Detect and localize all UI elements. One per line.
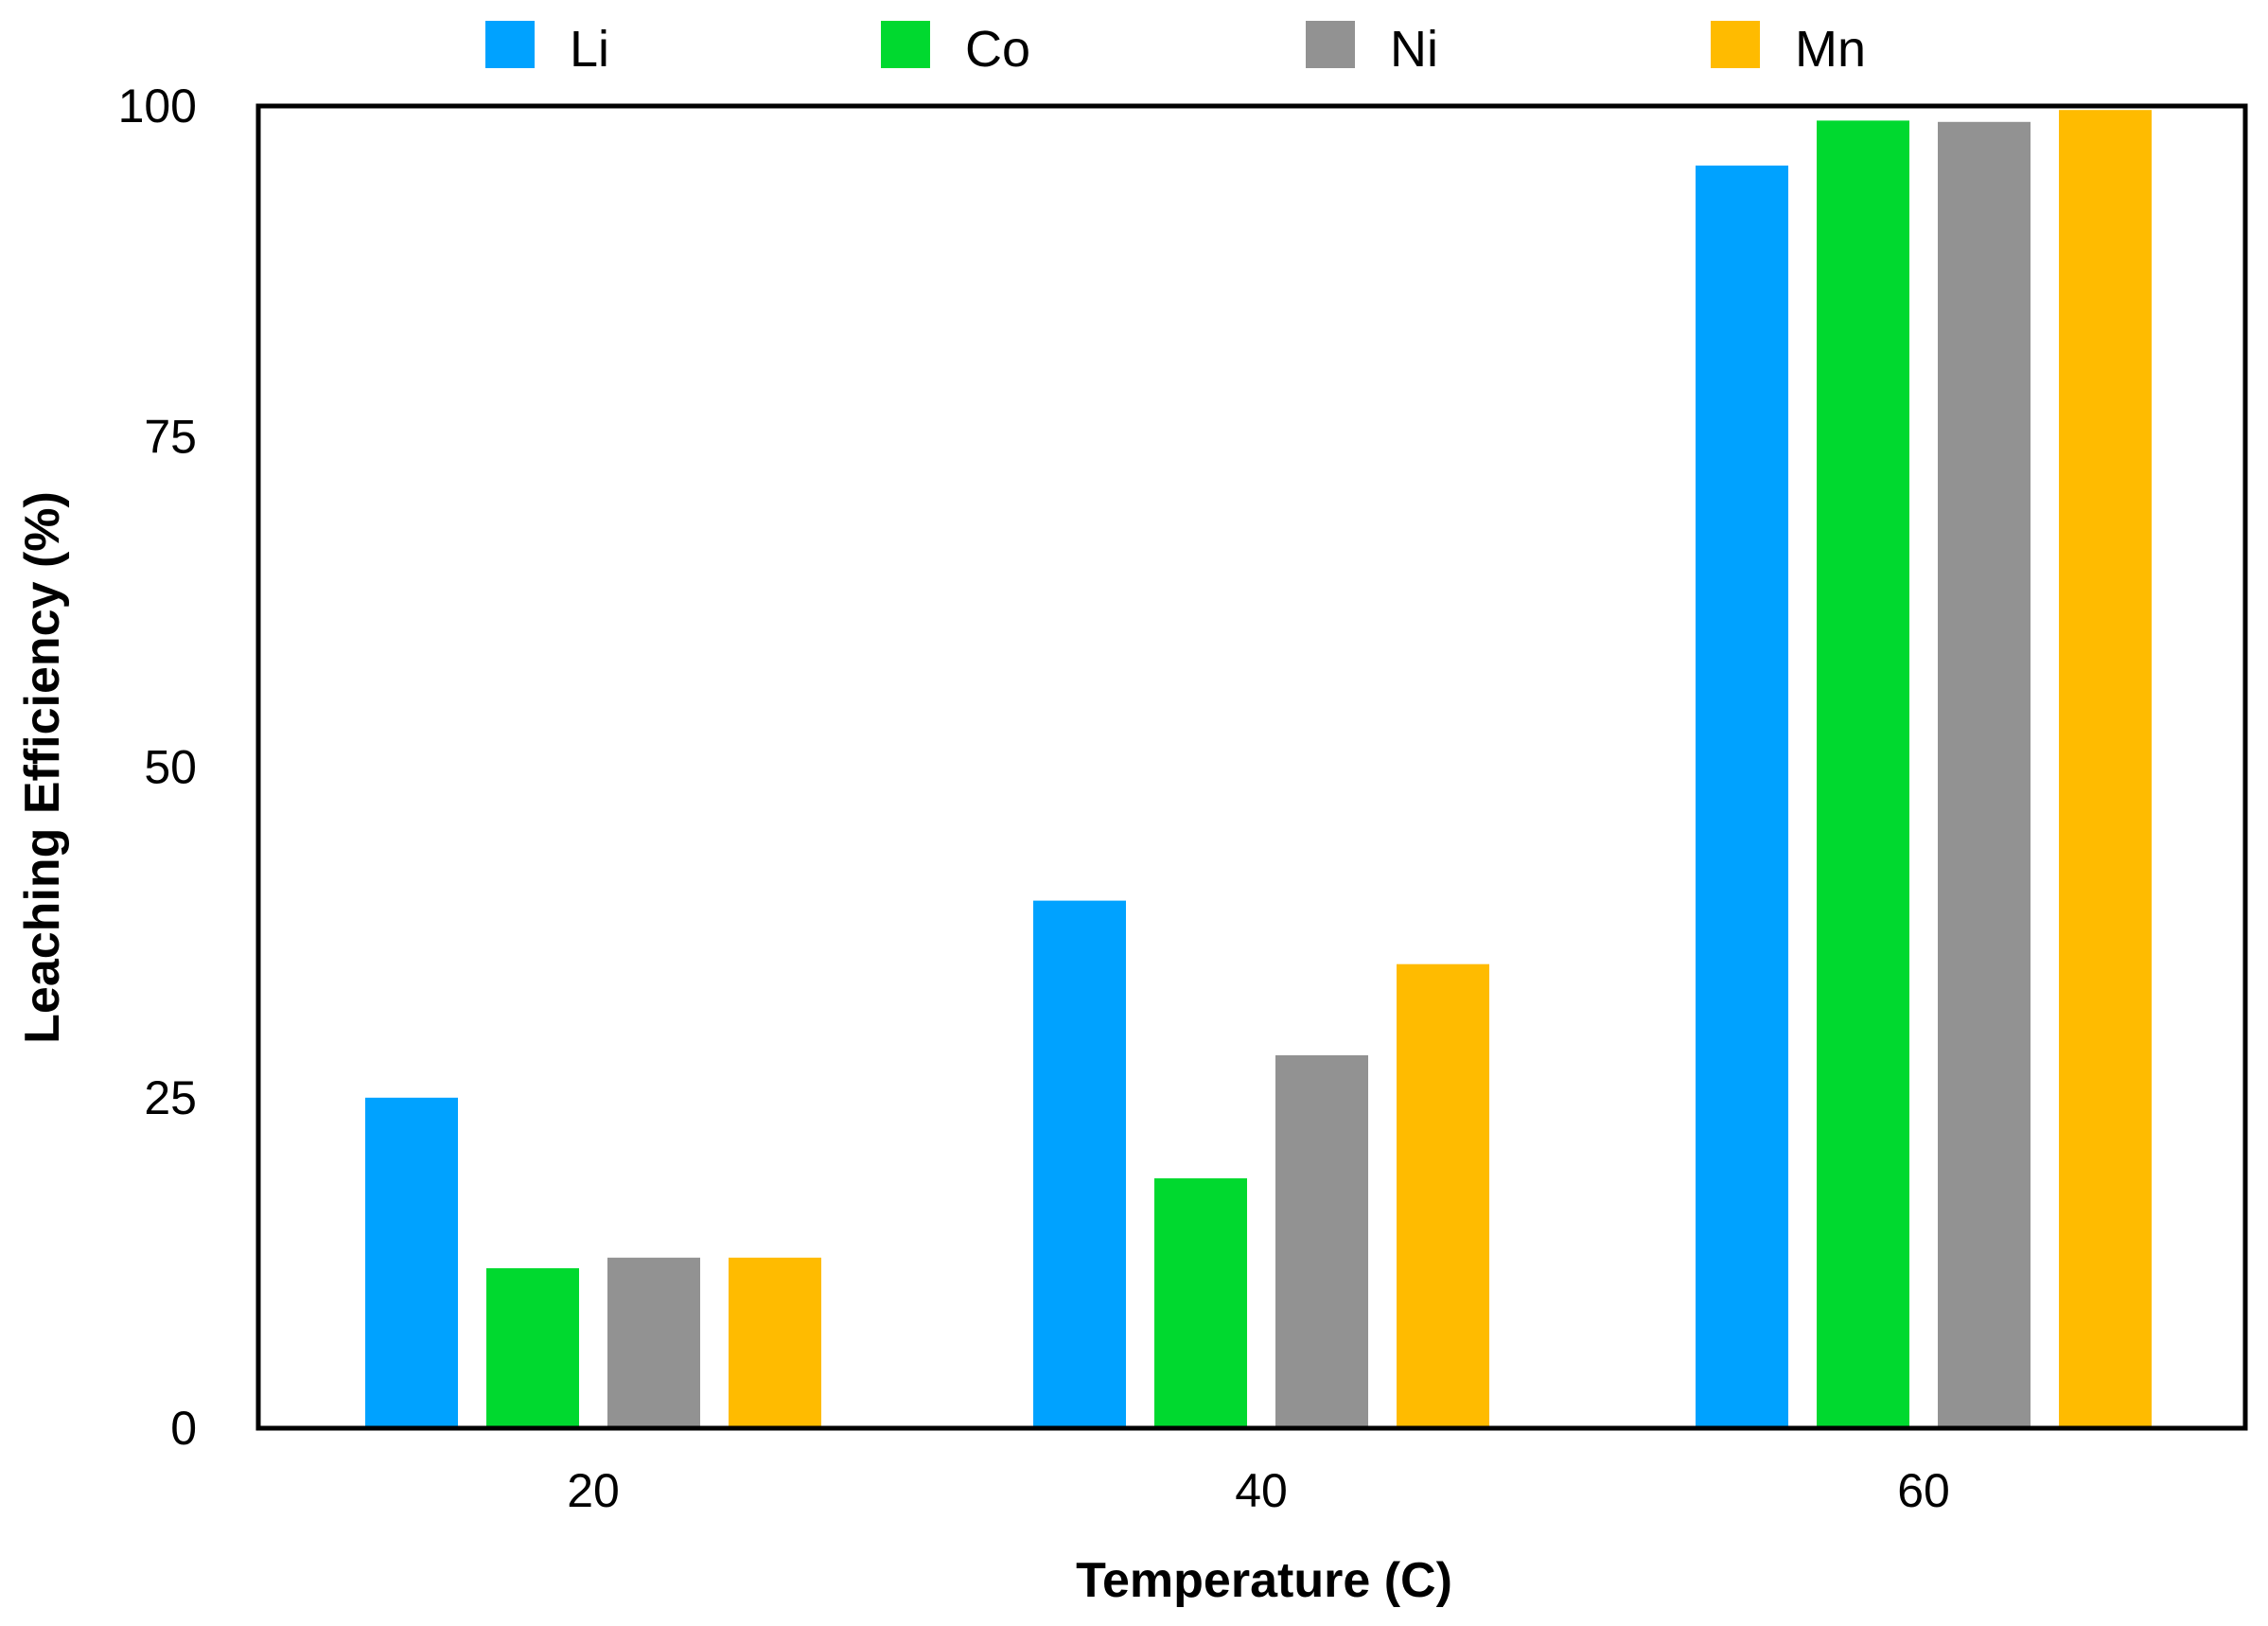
bar-mn-40: [1397, 963, 1489, 1428]
x-tick-label: 20: [567, 1464, 620, 1517]
legend-label-li: Li: [570, 21, 609, 78]
y-tick-label: 50: [144, 741, 197, 794]
legend-swatch-ni: [1306, 21, 1355, 68]
legend-swatch-li: [485, 21, 535, 68]
legend-label-co: Co: [965, 21, 1030, 78]
bar-co-20: [486, 1268, 579, 1428]
bars-group: [365, 110, 2152, 1429]
legend-label-ni: Ni: [1390, 21, 1438, 78]
bar-mn-20: [729, 1257, 821, 1428]
y-axis-title: Leaching Efficiency (%): [15, 491, 70, 1044]
bar-ni-20: [607, 1257, 700, 1428]
bar-mn-60: [2059, 110, 2152, 1429]
bar-li-40: [1033, 900, 1126, 1428]
x-axis-title: Temperature (C): [1076, 1553, 1452, 1608]
y-tick-label: 100: [118, 80, 197, 133]
plot-frame: [255, 103, 2248, 1431]
y-axis-ticks: 0 25 50 75 100: [118, 80, 197, 1455]
bar-li-60: [1696, 165, 1788, 1428]
bar-ni-60: [1938, 121, 2031, 1428]
legend-label-mn: Mn: [1795, 21, 1866, 78]
bar-co-60: [1817, 120, 1909, 1428]
bar-co-40: [1154, 1178, 1247, 1428]
y-tick-label: 0: [170, 1402, 197, 1455]
x-tick-label: 40: [1235, 1464, 1288, 1517]
y-tick-label: 75: [144, 410, 197, 463]
x-tick-label: 60: [1897, 1464, 1950, 1517]
x-axis-ticks: 20 40 60: [567, 1464, 1950, 1517]
legend-swatch-mn: [1711, 21, 1760, 68]
y-tick-label: 25: [144, 1071, 197, 1124]
bar-li-20: [365, 1097, 458, 1429]
legend-swatch-co: [881, 21, 930, 68]
legend: Li Co Ni Mn: [485, 21, 1866, 78]
bar-ni-40: [1275, 1055, 1368, 1428]
